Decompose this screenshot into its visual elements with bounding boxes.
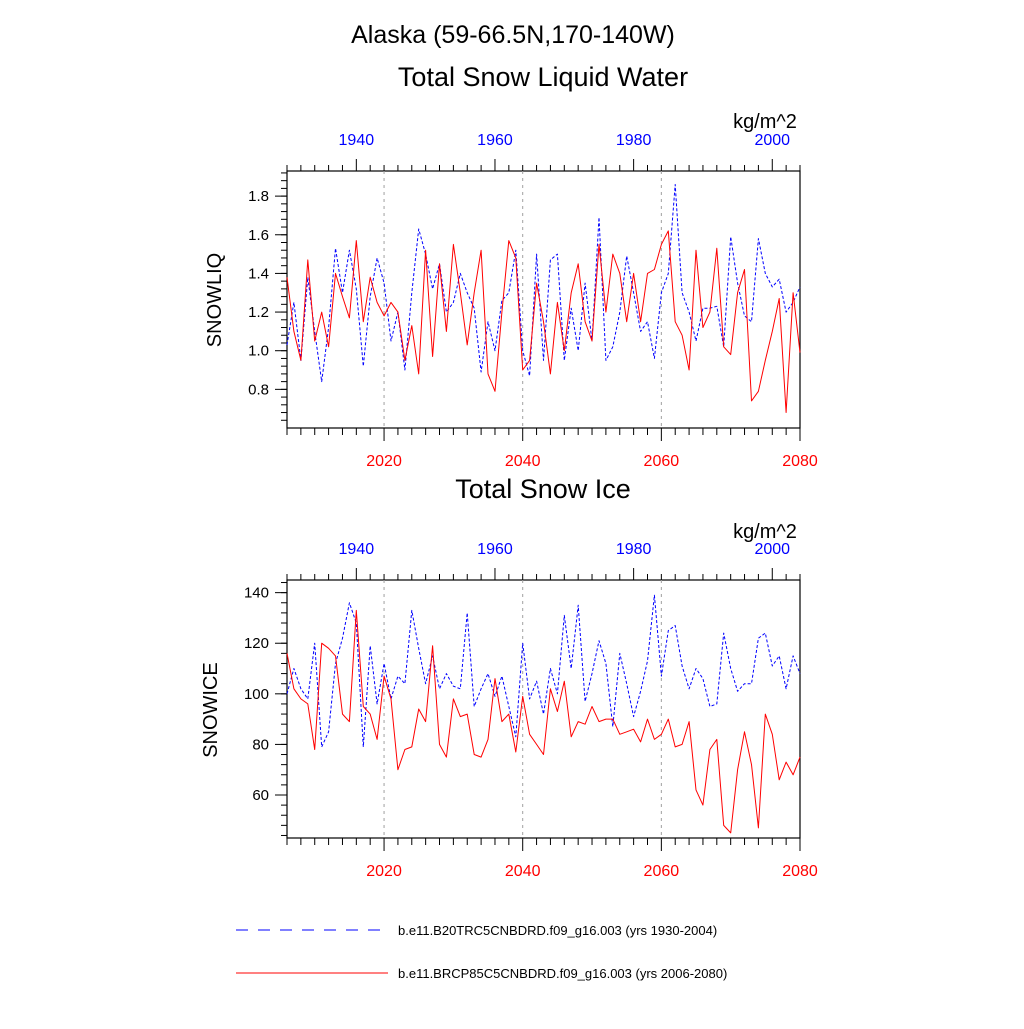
snowliq-panel: Total Snow Liquid Water kg/m^2 SNOWLIQ 0… xyxy=(204,62,818,470)
snowice-x-bottom-tick-label: 2040 xyxy=(505,863,541,880)
snowice-top-axis: 1940 1960 1980 2000 xyxy=(286,541,801,580)
snowice-y-tick-label: 60 xyxy=(252,787,269,804)
snowice-bottom-axis: 2020 2040 2060 2080 xyxy=(286,838,818,880)
snowliq-x-bottom-tick-label: 2040 xyxy=(505,453,541,470)
snowliq-historical-line xyxy=(286,184,801,383)
snowice-plot-frame xyxy=(286,579,801,839)
legend-label-future: b.e11.BRCP85C5CNBDRD.f09_g16.003 (yrs 20… xyxy=(398,966,727,981)
snowliq-x-top-tick-label: 2000 xyxy=(754,132,790,149)
snowliq-y-tick-label: 0.8 xyxy=(248,381,269,398)
snowliq-x-bottom-tick-label: 2020 xyxy=(366,453,402,470)
snowliq-gridlines xyxy=(383,171,662,428)
snowliq-y-tick-label: 1.2 xyxy=(248,304,269,321)
snowice-title: Total Snow Ice xyxy=(455,474,631,504)
snowliq-x-top-tick-label: 1960 xyxy=(477,132,513,149)
snowice-y-tick-label: 100 xyxy=(244,686,269,703)
snowice-y-axis: 60 80 100 120 140 xyxy=(244,582,287,836)
snowice-x-top-tick-label: 1980 xyxy=(616,541,652,558)
snowliq-y-tick-label: 1.0 xyxy=(248,343,269,360)
snowliq-ylabel: SNOWLIQ xyxy=(204,253,226,347)
snowliq-x-bottom-tick-label: 2080 xyxy=(782,453,818,470)
snowliq-x-bottom-tick-label: 2060 xyxy=(644,453,680,470)
snowliq-y-tick-label: 1.4 xyxy=(248,265,269,282)
snowliq-top-axis: 1940 1960 1980 2000 xyxy=(286,132,801,171)
snowliq-title: Total Snow Liquid Water xyxy=(398,62,688,92)
snowice-x-top-tick-label: 1960 xyxy=(477,541,513,558)
snowice-units: kg/m^2 xyxy=(733,521,797,543)
snowice-series xyxy=(286,594,801,834)
snowliq-y-tick-label: 1.8 xyxy=(248,188,269,205)
snowliq-series xyxy=(286,184,801,413)
snowliq-x-top-tick-label: 1980 xyxy=(616,132,652,149)
snowice-panel: Total Snow Ice kg/m^2 SNOWICE 60 80 100 120… xyxy=(200,474,818,880)
snowliq-bottom-axis: 2020 2040 2060 2080 xyxy=(286,428,818,470)
snowice-x-bottom-tick-label: 2020 xyxy=(366,863,402,880)
snowice-y-tick-label: 140 xyxy=(244,585,269,602)
snowice-x-top-tick-label: 1940 xyxy=(339,541,375,558)
snowice-y-tick-label: 120 xyxy=(244,635,269,652)
snowliq-y-axis: 0.8 1.0 1.2 1.4 1.6 1.8 xyxy=(248,172,287,421)
snowliq-plot-frame xyxy=(286,170,801,429)
snowliq-future-line xyxy=(286,230,801,413)
snowliq-units: kg/m^2 xyxy=(733,111,797,133)
snowliq-x-top-tick-label: 1940 xyxy=(339,132,375,149)
snowice-x-bottom-tick-label: 2080 xyxy=(782,863,818,880)
snowice-gridlines xyxy=(383,580,662,838)
snowice-historical-line xyxy=(286,594,801,748)
snowice-x-bottom-tick-label: 2060 xyxy=(644,863,680,880)
snowice-y-tick-label: 80 xyxy=(252,736,269,753)
region-title: Alaska (59-66.5N,170-140W) xyxy=(351,21,675,49)
legend-label-historical: b.e11.B20TRC5CNBDRD.f09_g16.003 (yrs 193… xyxy=(398,923,717,938)
snowice-x-top-tick-label: 2000 xyxy=(754,541,790,558)
snowice-future-line xyxy=(286,609,801,834)
snowliq-y-tick-label: 1.6 xyxy=(248,227,269,244)
legend: b.e11.B20TRC5CNBDRD.f09_g16.003 (yrs 193… xyxy=(236,923,727,981)
snowice-ylabel: SNOWICE xyxy=(200,662,222,758)
